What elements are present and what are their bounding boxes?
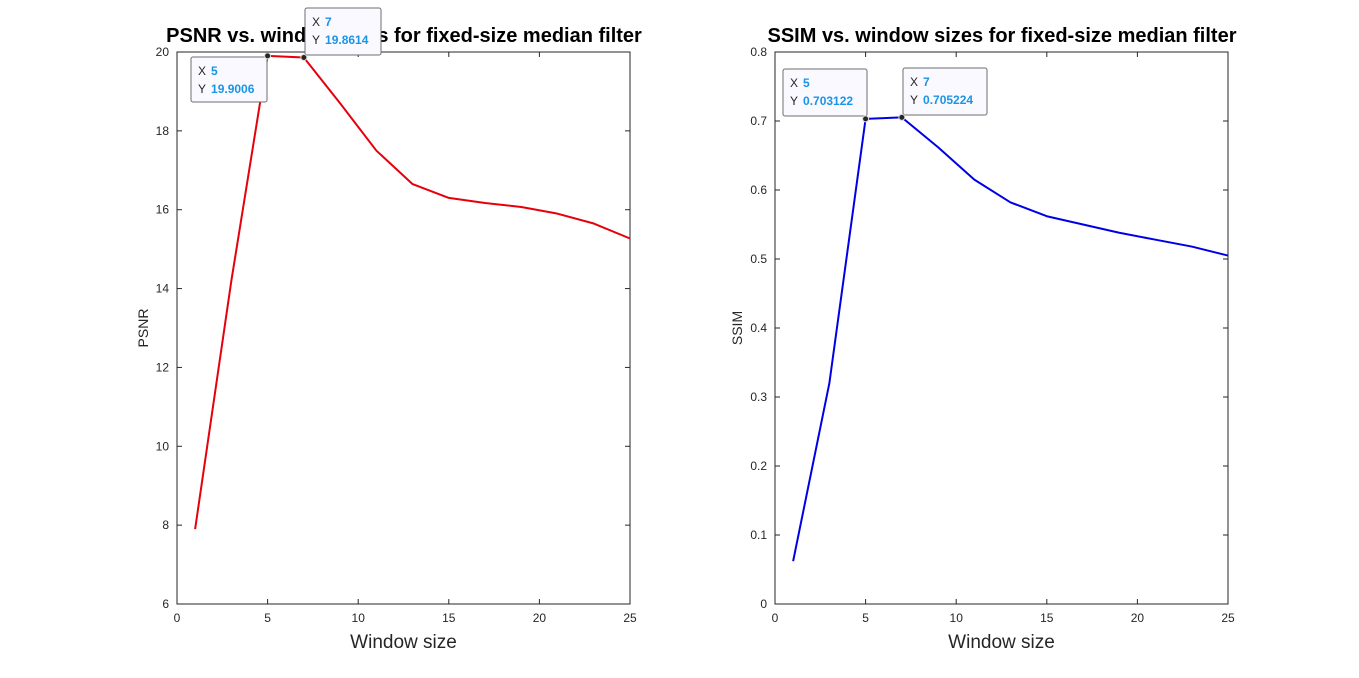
ssim-datatip-box [902,67,988,116]
datatip-x-key: X [790,76,798,90]
psnr-x-tick-label: 10 [352,611,366,625]
ssim-y-tick-label: 0.3 [750,390,767,404]
psnr-datatip[interactable]: X 5Y 19.9006 [190,52,272,103]
ssim-y-tick-label: 0 [760,597,767,611]
psnr-y-axis-label: PSNR [135,309,151,348]
psnr-datatip-marker[interactable] [264,52,272,60]
psnr-y-tick-label: 20 [156,45,170,59]
datatip-x-key: X [312,15,320,29]
ssim-axes-frame [774,51,1229,605]
psnr-y-tick-label: 6 [162,597,169,611]
ssim-datatip[interactable]: X 7Y 0.705224 [898,67,988,121]
ssim-x-tick-label: 20 [1131,611,1145,625]
datatip-x-key: X [198,64,206,78]
ssim-x-tick-label: 15 [1040,611,1054,625]
ssim-y-tick-label: 0.5 [750,252,767,266]
psnr-datatip-marker[interactable] [300,53,308,61]
ssim-y-tick-label: 0.8 [750,45,767,59]
ssim-datatip-marker[interactable] [862,115,870,123]
ssim-x-tick-label: 0 [772,611,779,625]
psnr-x-axis-label: Window size [350,632,457,653]
datatip-y-value: 19.9006 [211,82,255,96]
ssim-x-tick-label: 25 [1221,611,1235,625]
datatip-y-value: 19.8614 [325,33,369,47]
ssim-datatip-y-row: Y 0.705224 [910,93,973,107]
ssim-axes[interactable]: 0 5 10 15 20 25 0 0.1 0.2 0.3 0.4 0.5 0.6 0.7 0.8SSIM … [729,25,1237,653]
psnr-datatip-box [304,7,382,56]
psnr-y-tick-label: 18 [156,124,170,138]
ssim-y-tick-label: 0.1 [750,528,767,542]
psnr-x-tick-label: 25 [623,611,637,625]
datatip-x-value: 7 [923,75,930,89]
psnr-chart-title: PSNR vs. window sizes for fixed-size med… [166,25,642,47]
psnr-x-tick-label: 15 [442,611,456,625]
datatip-y-key: Y [312,33,320,47]
ssim-y-axis-label: SSIM [729,311,745,345]
datatip-x-value: 7 [325,15,332,29]
ssim-datatip-y-row: Y 0.703122 [790,94,853,108]
psnr-x-tick-label: 0 [174,611,181,625]
psnr-datatip[interactable]: X 7Y 19.8614 [300,7,382,61]
psnr-datatip-y-row: Y 19.9006 [198,82,255,96]
datatip-y-key: Y [790,94,798,108]
psnr-y-tick-label: 8 [162,518,169,532]
psnr-y-tick-label: 10 [156,439,170,453]
ssim-datatip-box [782,68,868,117]
datatip-x-key: X [910,75,918,89]
datatip-y-key: Y [198,82,206,96]
datatip-y-value: 0.703122 [803,94,853,108]
psnr-datatip-y-row: Y 19.8614 [312,33,369,47]
ssim-y-tick-label: 0.4 [750,321,767,335]
ssim-y-tick-label: 0.6 [750,183,767,197]
psnr-axes-frame [176,51,631,605]
psnr-y-tick-label: 16 [156,203,170,217]
datatip-x-value: 5 [211,64,218,78]
datatip-y-value: 0.705224 [923,93,973,107]
datatip-x-value: 5 [803,76,810,90]
datatip-y-key: Y [910,93,918,107]
ssim-x-tick-label: 10 [950,611,964,625]
psnr-y-tick-label: 12 [156,360,170,374]
psnr-datatip-box [190,56,268,103]
ssim-y-tick-label: 0.7 [750,114,767,128]
ssim-datatip[interactable]: X 5Y 0.703122 [782,68,870,123]
psnr-y-tick-label: 14 [156,282,170,296]
psnr-x-tick-label: 5 [264,611,271,625]
ssim-x-axis-label: Window size [948,632,1055,653]
psnr-x-tick-label: 20 [533,611,547,625]
ssim-y-tick-label: 0.2 [750,459,767,473]
ssim-chart-title: SSIM vs. window sizes for fixed-size med… [767,25,1236,47]
ssim-x-tick-label: 5 [862,611,869,625]
ssim-datatip-marker[interactable] [898,113,906,121]
